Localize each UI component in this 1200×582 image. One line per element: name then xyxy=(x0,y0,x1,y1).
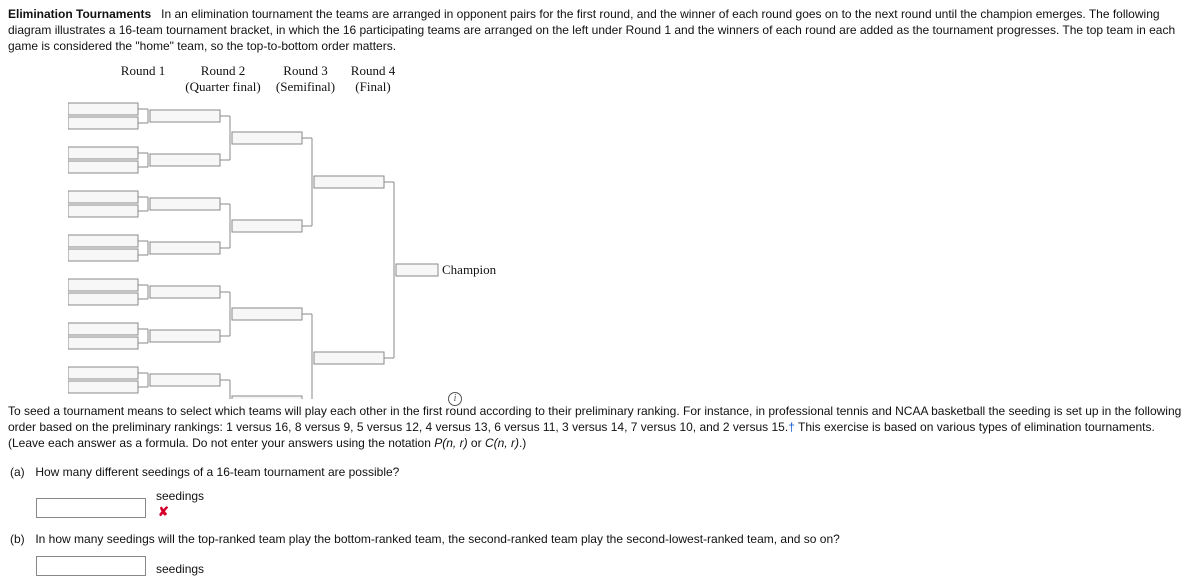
round-headers: Round 1 Round 2 Round 3 Round 4 (Quarter… xyxy=(108,63,1192,95)
round3-sublabel: (Semifinal) xyxy=(268,79,343,95)
info-icon[interactable]: i xyxy=(448,392,462,406)
round3-label: Round 3 xyxy=(268,63,343,79)
qb-unit: seedings xyxy=(156,562,204,576)
intro-heading: Elimination Tournaments xyxy=(8,7,151,21)
qb-input[interactable] xyxy=(36,556,146,576)
bracket-diagram: Champion i xyxy=(68,99,1192,399)
intro-paragraph: Elimination Tournaments In an eliminatio… xyxy=(8,6,1192,55)
question-b: (b) In how many seedings will the top-ra… xyxy=(10,532,1192,576)
footnote-dagger[interactable]: † xyxy=(788,420,795,434)
qa-unit: seedings xyxy=(156,489,204,503)
round4-sublabel: (Final) xyxy=(343,79,403,95)
qa-text: How many different seedings of a 16-team… xyxy=(35,465,399,479)
qa-input[interactable] xyxy=(36,498,146,518)
wrong-icon: ✘ xyxy=(158,505,169,518)
champion-label: Champion xyxy=(442,262,496,278)
round2-sublabel: (Quarter final) xyxy=(178,79,268,95)
seeding-paragraph: To seed a tournament means to select whi… xyxy=(8,403,1192,452)
round1-label: Round 1 xyxy=(108,63,178,79)
question-a: (a) How many different seedings of a 16-… xyxy=(10,465,1192,518)
round4-label: Round 4 xyxy=(343,63,403,79)
qb-label: (b) xyxy=(10,532,32,546)
round2-label: Round 2 xyxy=(178,63,268,79)
intro-body: In an elimination tournament the teams a… xyxy=(8,7,1175,53)
qa-label: (a) xyxy=(10,465,32,479)
qb-text: In how many seedings will the top-ranked… xyxy=(35,532,839,546)
